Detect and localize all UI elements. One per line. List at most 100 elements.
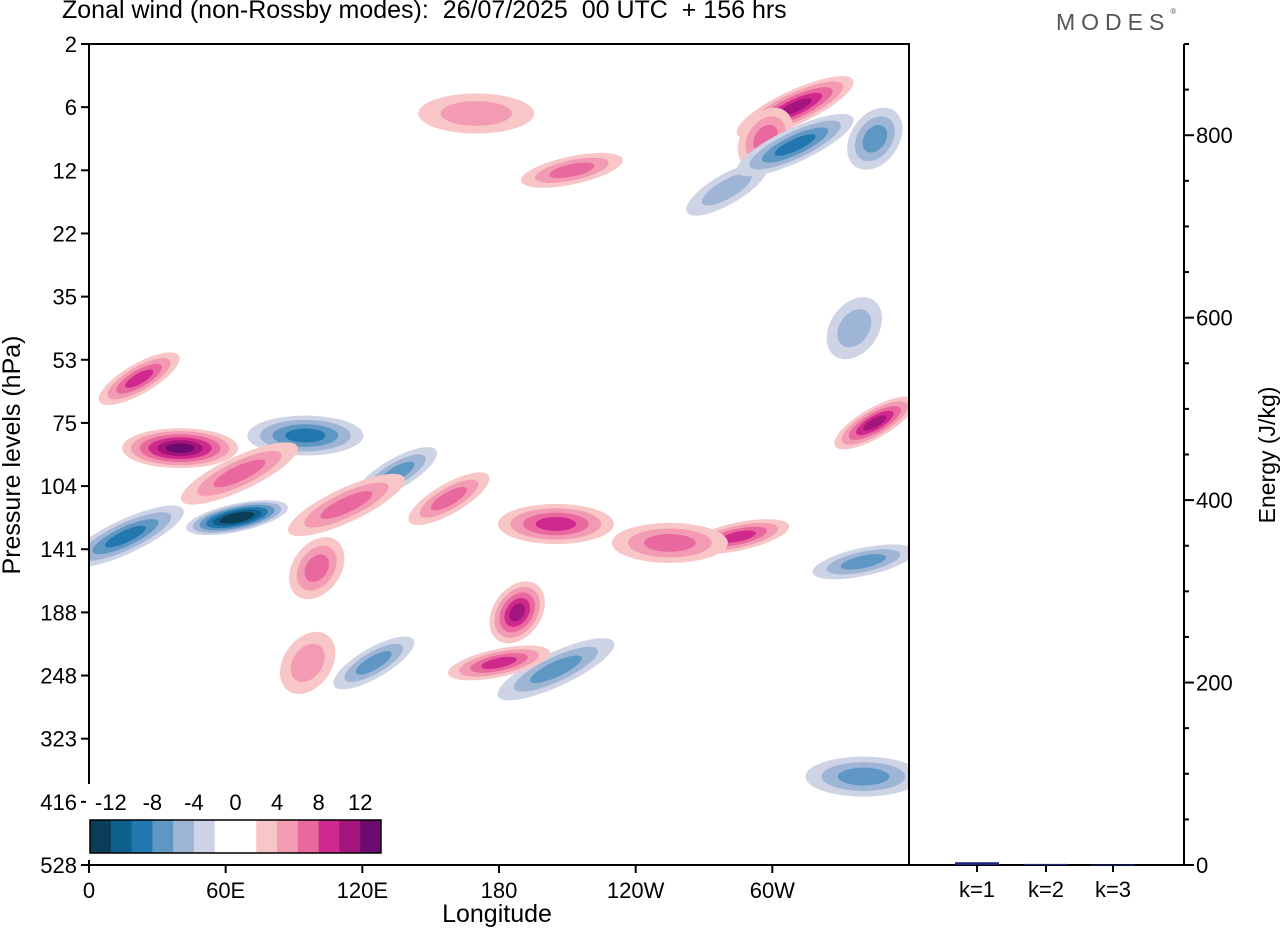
x-tick-label: 180 — [481, 878, 518, 903]
y-tick-label: 6 — [65, 95, 77, 120]
colorbar-swatch — [152, 820, 174, 853]
heatmap-feature — [736, 113, 854, 177]
heatmap-feature — [448, 645, 550, 681]
heatmap-feature — [289, 537, 345, 600]
heatmap-feature — [497, 638, 615, 701]
energy-category-label: k=1 — [959, 877, 995, 902]
energy-bar — [1024, 863, 1068, 865]
heatmap-feature — [408, 472, 490, 526]
energy-panel: k=1 k=2 k=3 0 200 400 600 800 Energy (J/kg) — [909, 43, 1280, 902]
logo-registered-mark: ® — [1170, 7, 1177, 16]
contour-level — [166, 443, 195, 453]
contour-level — [530, 655, 582, 684]
heatmap-feature — [89, 505, 184, 568]
contour-level — [644, 534, 696, 552]
heatmap-panel: 0 60E 120E 180 120W 60W 2 6 12 22 35 53 75 104 141 188… — [0, 32, 910, 928]
heatmap-feature — [287, 473, 405, 537]
colorbar-swatch — [360, 820, 382, 853]
heatmap-feature — [520, 152, 623, 188]
y-tick-label: 141 — [40, 537, 77, 562]
logo-text: MODES — [1056, 9, 1171, 35]
colorbar-swatch — [277, 820, 299, 853]
heatmap-feature — [611, 522, 728, 563]
energy-tick-label: 0 — [1196, 853, 1208, 878]
contour-level — [840, 554, 887, 570]
heatmap-feature — [418, 93, 535, 134]
contour-level — [430, 486, 467, 511]
energy-tick-label: 400 — [1196, 488, 1233, 513]
colorbar-swatch — [110, 820, 132, 853]
colorbar-swatch — [339, 820, 361, 853]
colorbar-swatch — [90, 820, 112, 853]
energy-tick-label: 200 — [1196, 671, 1233, 696]
contour-level — [285, 428, 326, 443]
colorbar: -12 -8 -4 0 4 8 12 — [86, 784, 382, 860]
colorbar-label: -4 — [184, 790, 204, 815]
contour-level — [125, 369, 154, 388]
energy-tick-label: 800 — [1196, 123, 1233, 148]
colorbar-label: 4 — [271, 790, 283, 815]
contour-level — [481, 656, 517, 670]
energy-tick-label: 600 — [1196, 306, 1233, 331]
contour-level — [720, 530, 756, 543]
colorbar-label: -8 — [143, 790, 163, 815]
heatmap-contours — [89, 76, 909, 797]
contour-level — [774, 134, 816, 156]
contour-level — [778, 98, 812, 117]
heatmap-feature — [497, 503, 614, 544]
y-tick-label: 2 — [65, 32, 77, 57]
contour-level — [837, 767, 890, 786]
heatmap-feature — [812, 544, 909, 580]
energy-y-axis: 0 200 400 600 800 — [1184, 43, 1233, 878]
energy-axis-label: Energy (J/kg) — [1254, 387, 1280, 524]
contour-level — [549, 162, 595, 179]
colorbar-frame — [89, 819, 382, 854]
y-tick-label: 323 — [40, 727, 77, 752]
y-axis: 2 6 12 22 35 53 75 104 141 188 248 323 416 528 — [40, 32, 89, 878]
contour-level — [213, 459, 266, 488]
contour-level — [440, 101, 512, 126]
contour-level — [509, 603, 526, 622]
colorbar-swatch — [318, 820, 340, 853]
heatmap-feature — [847, 107, 903, 170]
contour-level — [837, 309, 872, 348]
y-tick-label: 12 — [53, 158, 77, 183]
heatmap-feature — [98, 352, 180, 406]
colorbar-swatch — [173, 820, 195, 853]
x-tick-label: 0 — [83, 878, 95, 903]
y-tick-label: 75 — [53, 411, 77, 436]
colorbar-swatch — [256, 820, 278, 853]
contour-level — [862, 124, 888, 153]
colorbar-swatch — [131, 820, 153, 853]
heatmap-feature — [180, 442, 298, 505]
colorbar-label: 0 — [229, 790, 241, 815]
heatmap-feature — [826, 297, 883, 360]
y-axis-label: Pressure levels (hPa) — [0, 336, 26, 575]
heatmap-feature — [834, 396, 909, 450]
y-tick-label: 528 — [40, 853, 77, 878]
modes-logo: MODES® — [1056, 7, 1177, 36]
heatmap-feature — [805, 756, 909, 797]
contour-level — [535, 516, 577, 531]
contour-level — [226, 514, 248, 522]
contour-level — [701, 173, 752, 206]
colorbar-swatch — [297, 820, 320, 853]
contour-level — [105, 525, 146, 548]
contour-level — [355, 651, 392, 675]
y-tick-label: 248 — [40, 664, 77, 689]
chart-title: Zonal wind (non-Rossby modes): 26/07/202… — [62, 0, 787, 24]
heatmap-feature — [186, 500, 289, 536]
contour-level — [304, 554, 330, 582]
y-tick-label: 35 — [53, 285, 77, 310]
colorbar-swatch — [193, 820, 216, 853]
energy-bar — [955, 862, 999, 865]
colorbar-swatch — [214, 820, 236, 853]
contour-level — [320, 491, 373, 519]
x-tick-label: 120W — [607, 878, 665, 903]
x-tick-label: 120E — [337, 878, 388, 903]
heatmap-feature — [279, 631, 336, 694]
energy-category-label: k=2 — [1028, 877, 1064, 902]
colorbar-swatch — [235, 820, 257, 853]
heatmap-feature — [333, 636, 415, 690]
heatmap-feature — [489, 581, 545, 644]
